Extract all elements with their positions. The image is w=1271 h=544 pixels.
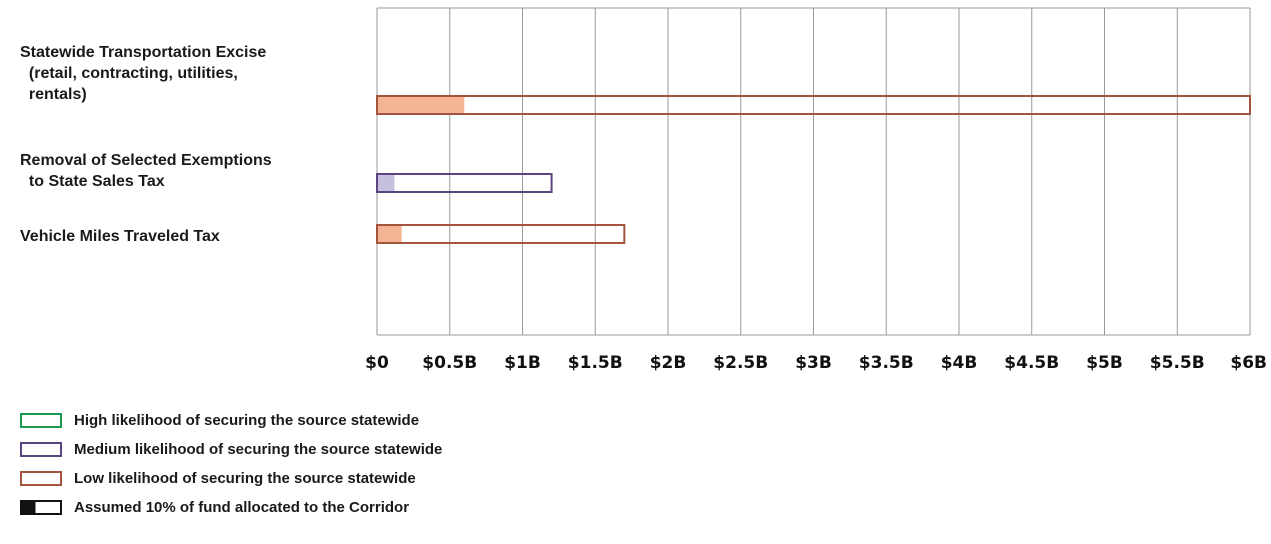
x-tick-label: $5.5B [1150,353,1205,373]
x-tick-label: $0 [365,353,389,373]
legend-swatch-medium [20,442,62,457]
legend-label: Low likelihood of securing the source st… [74,470,416,487]
bar-corridor-share [378,175,395,191]
legend-swatch-low [20,471,62,486]
bar-total [376,224,626,244]
chart-canvas: $0 $0.5B $1B $1.5B $2B $2.5B $3B $3.5B $4B $4.5B $… [365,7,1267,373]
category-label: Vehicle Miles Traveled Tax [20,228,220,245]
legend-label: Assumed 10% of fund allocated to the Cor… [74,499,410,516]
x-tick-label: $3.5B [859,353,914,373]
legend-swatch-high [20,413,62,428]
bar-corridor-share [378,97,465,113]
x-tick-label: $1.5B [568,353,623,373]
x-axis-tick-labels: $0 $0.5B $1B $1.5B $2B $2.5B $3B $3.5B $4B $4.5B $… [365,353,1267,373]
x-tick-label: $2B [650,353,687,373]
grid-lines [376,7,1251,336]
legend-swatch-corridor [20,500,62,515]
x-tick-label: $6B [1230,353,1267,373]
bar-corridor-share [378,226,402,242]
x-tick-label: $2.5B [713,353,768,373]
legend-label: Medium likelihood of securing the source… [74,441,443,458]
x-tick-label: $4B [941,353,978,373]
category-label: Statewide Transportation Excise (retail,… [20,44,267,103]
x-tick-label: $0.5B [422,353,477,373]
x-tick-label: $4.5B [1004,353,1059,373]
category-label: Removal of Selected Exemptions to State … [20,152,272,190]
bar-total [376,95,1251,115]
x-tick-label: $1B [504,353,541,373]
bars [376,95,1251,244]
x-tick-label: $3B [795,353,832,373]
bar-total [376,173,553,193]
legend-label: High likelihood of securing the source s… [74,412,420,429]
x-tick-label: $5B [1086,353,1123,373]
